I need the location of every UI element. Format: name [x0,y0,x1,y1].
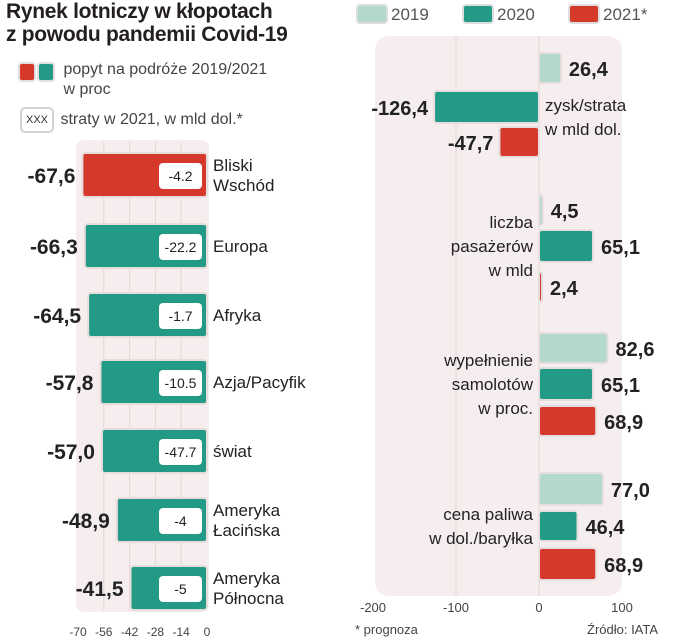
group-label: pasażerów [451,237,534,256]
group-label: w mld [488,261,533,280]
loss-box [159,303,202,329]
loss-value: -4 [174,513,187,529]
right-x-tick: 100 [611,600,633,615]
right-bar-2019 [538,52,562,84]
left-x-tick: -70 [69,625,87,639]
group-label: w proc. [477,399,533,418]
group-label: samolotów [452,375,534,394]
region-label: Europa [213,237,268,256]
region-label: Ameryka [213,569,281,588]
legend-demand-label-1: popyt na podróże 2019/2021 [63,61,268,78]
right-value-label: -47,7 [448,133,494,155]
title-line-1: Rynek lotniczy w kłopotach [6,0,273,23]
legend-losses-box: XXX [20,107,55,133]
right-value-label: -126,4 [371,98,429,120]
region-label: Azja/Pacyfik [213,373,306,392]
left-x-tick: -28 [147,625,165,639]
group-label: w mld dol. [544,120,622,139]
region-label: Bliski [213,156,253,175]
left-value-label: -66,3 [30,236,78,259]
region-label: Afryka [213,306,262,325]
right-value-label: 4,5 [551,201,579,223]
left-x-tick: 0 [204,625,211,639]
right-panel [375,36,622,596]
legend-2019-label: 2019 [391,5,429,24]
group-label: liczba [490,213,534,232]
right-bar-2019 [538,332,609,364]
legend-losses: XXX straty w 2021, w mld dol.* [20,107,243,133]
loss-box [159,576,202,602]
legend-losses-label: straty w 2021, w mld dol.* [60,111,243,129]
right-bar-2019 [538,194,544,226]
loss-box [159,508,202,534]
legend-demand: popyt na podróże 2019/2021 w proc [18,60,267,100]
right-bar-2021 [538,405,598,437]
loss-value: -1.7 [168,308,192,324]
left-value-label: -57,0 [47,441,95,464]
region-label: Ameryka [213,501,281,520]
legend-demand-swatch [18,62,55,82]
region-label: Wschód [213,176,274,195]
right-value-label: 65,1 [601,237,640,259]
loss-value: -22.2 [165,239,197,255]
right-x-tick: -100 [443,600,469,615]
loss-value: -5 [174,581,187,597]
legend-2020-label: 2020 [497,5,535,24]
legend-2020: 2020 [462,4,535,25]
loss-box [159,370,202,396]
left-value-label: -48,9 [62,510,110,533]
right-bar-2021 [498,126,540,158]
region-label: świat [213,442,252,461]
chart-title: Rynek lotniczy w kłopotach z powodu pand… [6,0,288,46]
legend-2021: 2021* [568,4,647,25]
left-value-label: -64,5 [33,305,81,328]
region-label: Łacińska [213,521,281,540]
left-value-label: -67,6 [28,165,76,188]
right-bar-2020 [538,367,595,401]
loss-box [159,163,202,189]
right-bar-2020 [538,229,595,263]
loss-box [159,439,202,465]
left-x-tick: -14 [173,625,191,639]
title-line-2: z powodu pandemii Covid-19 [6,23,288,46]
group-label: zysk/strata [545,96,627,115]
right-value-label: 46,4 [586,517,626,539]
group-label: w dol./baryłka [428,529,533,548]
right-value-label: 82,6 [616,339,655,361]
right-x-tick: 0 [535,600,542,615]
legend-demand-label-2: w proc [63,81,111,98]
legend-2021-label: 2021* [603,5,648,24]
loss-value: -47.7 [165,444,197,460]
group-label: cena paliwa [443,505,533,524]
right-value-label: 65,1 [601,375,640,397]
right-bar-2019 [538,472,604,506]
loss-value: -4.2 [168,168,192,184]
legend-2019-swatch [356,4,388,24]
left-x-tick: -56 [95,625,113,639]
right-value-label: 68,9 [604,555,643,577]
right-x-tick: -200 [360,600,386,615]
right-bar-2020 [538,510,579,542]
right-value-label: 68,9 [604,412,643,434]
legend-2021-swatch [568,4,600,24]
region-label: Północna [213,589,284,608]
legend-2020-swatch [462,4,494,24]
footnote: * prognoza [355,622,418,637]
loss-value: -10.5 [165,375,197,391]
right-bar-2021 [538,547,598,581]
left-value-label: -41,5 [76,578,124,601]
right-value-label: 77,0 [611,480,650,502]
right-value-label: 2,4 [550,278,579,300]
group-label: wypełnienie [443,351,533,370]
left-x-tick: -42 [121,625,139,639]
right-bar-2021 [538,271,543,303]
loss-box [159,234,202,260]
right-value-label: 26,4 [569,59,609,81]
legend-2019: 2019 [356,4,429,25]
right-bar-2020 [433,90,541,124]
source: Źródło: IATA [587,622,659,637]
left-value-label: -57,8 [46,372,94,395]
